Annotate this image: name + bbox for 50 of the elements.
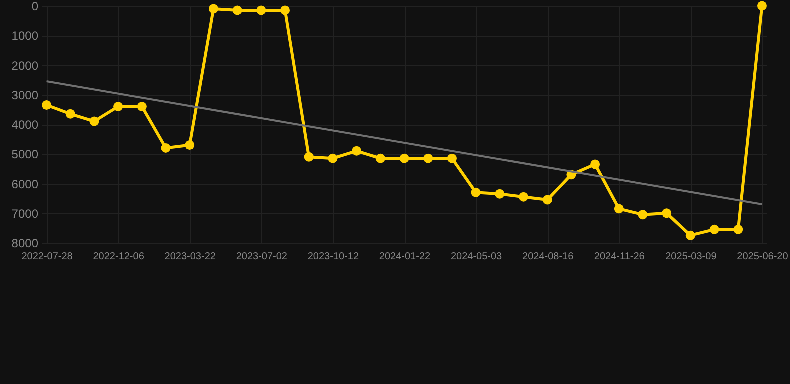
point xyxy=(495,189,505,199)
point xyxy=(662,208,672,218)
point xyxy=(328,154,338,164)
point xyxy=(614,204,624,214)
point xyxy=(638,210,648,220)
point xyxy=(542,195,552,205)
point xyxy=(447,154,457,164)
point xyxy=(185,140,195,150)
x-tick-label: 2024-01-22 xyxy=(379,252,432,262)
point xyxy=(757,1,767,11)
y-tick-label: 1000 xyxy=(12,29,39,44)
x-tick-label: 2025-06-20 xyxy=(737,252,789,262)
y-tick-label: 6000 xyxy=(12,177,39,192)
point xyxy=(710,224,720,234)
point xyxy=(376,154,386,164)
point xyxy=(304,152,314,162)
x-tick-label: 2023-03-22 xyxy=(164,252,216,262)
y-tick-label: 8000 xyxy=(12,236,39,250)
x-tick-label: 2022-12-06 xyxy=(93,252,145,262)
x-tick-label: 2024-11-26 xyxy=(594,252,646,262)
point xyxy=(66,109,76,119)
point xyxy=(352,146,362,156)
point xyxy=(424,154,434,164)
point xyxy=(280,6,290,16)
point xyxy=(114,102,124,112)
point xyxy=(400,154,410,164)
point xyxy=(42,100,52,110)
point xyxy=(734,224,744,234)
y-tick-label: 5000 xyxy=(12,148,39,162)
x-tick-label: 2024-08-16 xyxy=(522,252,574,262)
point xyxy=(590,160,600,170)
x-tick-label: 2023-10-12 xyxy=(308,252,360,262)
point xyxy=(471,188,481,198)
y-tick-label: 2000 xyxy=(12,58,39,73)
point xyxy=(519,192,528,202)
point xyxy=(232,6,242,16)
point xyxy=(256,6,266,16)
x-tick-label: 2023-07-02 xyxy=(236,252,288,262)
y-tick-label: 7000 xyxy=(12,206,39,221)
x-tick-label: 2022-07-28 xyxy=(22,252,74,262)
point xyxy=(90,116,100,126)
x-tick-label: 2024-05-03 xyxy=(450,252,503,262)
y-tick-label: 3000 xyxy=(12,88,39,102)
point xyxy=(208,4,218,14)
point xyxy=(686,230,696,240)
point xyxy=(161,143,171,153)
x-tick-label: 2025-03-09 xyxy=(666,252,718,262)
y-tick-label: 0 xyxy=(32,0,39,14)
y-tick-label: 4000 xyxy=(12,118,39,132)
point xyxy=(137,102,147,112)
